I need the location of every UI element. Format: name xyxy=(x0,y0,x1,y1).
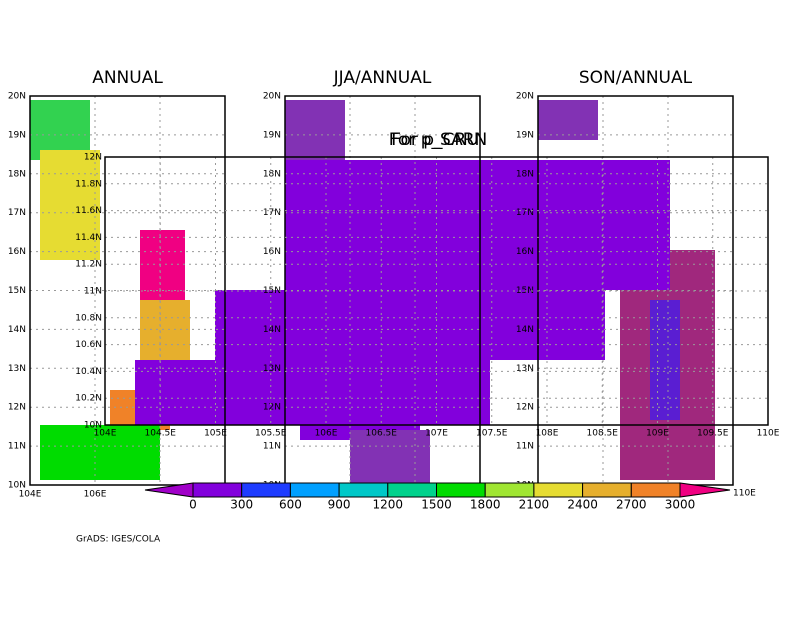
lat-label: 17N xyxy=(8,208,26,218)
lat-label: 12N xyxy=(516,403,534,413)
colorbar-label: 900 xyxy=(328,498,351,512)
lat-label: 11N xyxy=(263,442,281,452)
lat-label: 11.6N xyxy=(75,206,102,216)
colorbar-label: 600 xyxy=(279,498,302,512)
lat-label: 13N xyxy=(263,364,281,374)
colorbar-label: 1500 xyxy=(421,498,452,512)
lat-label: 12N xyxy=(84,153,102,163)
overlay-frame xyxy=(104,156,769,426)
panel-title: SON/ANNUAL xyxy=(579,68,693,88)
colorbar-box xyxy=(338,482,389,498)
lat-label: 12N xyxy=(8,403,26,413)
lat-label: 18N xyxy=(516,169,534,179)
lat-label: 10.8N xyxy=(75,313,102,323)
lat-label: 11N xyxy=(84,287,102,297)
colorbar-box xyxy=(630,482,681,498)
colorbar-box xyxy=(436,482,486,498)
lat-label: 16N xyxy=(8,247,26,257)
lat-label: 14N xyxy=(516,325,534,335)
overlay-title: For p_CRU xyxy=(391,130,478,150)
lat-label: 20N xyxy=(263,92,281,102)
lon-label: 104E xyxy=(19,490,42,500)
colorbar-box xyxy=(582,482,632,498)
lon-label: 107.5E xyxy=(476,429,508,439)
lon-label: 106E xyxy=(315,429,338,439)
map-fill xyxy=(30,100,715,485)
colorbar-box xyxy=(192,482,243,498)
lat-label: 17N xyxy=(516,208,534,218)
colorbar-label: 1800 xyxy=(470,498,501,512)
lat-label: 14N xyxy=(8,325,26,335)
lon-label: 110E xyxy=(757,429,780,439)
lat-label: 18N xyxy=(263,169,281,179)
colorbar-end xyxy=(679,482,731,498)
lat-label: 10N xyxy=(84,421,102,431)
colorbar-label: 2100 xyxy=(519,498,550,512)
lat-label: 16N xyxy=(263,247,281,257)
lon-label: 104.5E xyxy=(145,429,177,439)
colorbar-box xyxy=(241,482,291,498)
lon-label: 106E xyxy=(84,490,107,500)
footer: GrADS: IGES/COLA xyxy=(76,535,161,545)
overlay-title: For p_SARN xyxy=(389,130,488,150)
lat-label: 17N xyxy=(263,208,281,218)
colorbar-end-label: 110E xyxy=(733,489,756,499)
lat-label: 10.2N xyxy=(75,394,102,404)
colorbar-label: 2700 xyxy=(616,498,647,512)
lon-label: 108E xyxy=(536,429,559,439)
colorbar-box xyxy=(387,482,437,498)
lon-label: 105.5E xyxy=(255,429,287,439)
lat-label: 20N xyxy=(8,92,26,102)
lat-label: 16N xyxy=(516,247,534,257)
colorbar-label: 1200 xyxy=(373,498,404,512)
lat-label: 13N xyxy=(516,364,534,374)
lat-label: 14N xyxy=(263,325,281,335)
panel-title: ANNUAL xyxy=(92,68,163,88)
panel-title: JJA/ANNUAL xyxy=(333,68,432,88)
lat-label: 19N xyxy=(516,130,534,140)
lat-label: 19N xyxy=(263,130,281,140)
lat-label: 15N xyxy=(516,286,534,296)
lat-label: 11.8N xyxy=(75,179,102,189)
lat-label: 10.6N xyxy=(75,340,102,350)
lat-label: 11.2N xyxy=(75,260,102,270)
lat-label: 10N xyxy=(8,481,26,491)
colorbar-box xyxy=(289,482,340,498)
colorbar-box xyxy=(533,482,584,498)
lon-label: 105E xyxy=(204,429,227,439)
lat-label: 11.4N xyxy=(75,233,102,243)
lon-label: 104E xyxy=(94,429,117,439)
lat-label: 11N xyxy=(8,442,26,452)
lat-label: 15N xyxy=(263,286,281,296)
lat-label: 15N xyxy=(8,286,26,296)
lon-label: 109E xyxy=(646,429,669,439)
lon-label: 108.5E xyxy=(587,429,619,439)
lat-label: 13N xyxy=(8,364,26,374)
lat-label: 20N xyxy=(516,92,534,102)
colorbar-label: 2400 xyxy=(567,498,598,512)
colorbar-label: 0 xyxy=(189,498,197,512)
lat-label: 12N xyxy=(263,403,281,413)
lat-label: 10.4N xyxy=(75,367,102,377)
lon-label: 106.5E xyxy=(366,429,398,439)
lat-label: 18N xyxy=(8,169,26,179)
lat-label: 11N xyxy=(516,442,534,452)
colorbar-box xyxy=(484,482,535,498)
colorbar-label: 300 xyxy=(230,498,253,512)
lon-label: 107E xyxy=(425,429,448,439)
lat-label: 19N xyxy=(8,130,26,140)
colorbar-label: 3000 xyxy=(665,498,696,512)
lon-label: 109.5E xyxy=(697,429,729,439)
